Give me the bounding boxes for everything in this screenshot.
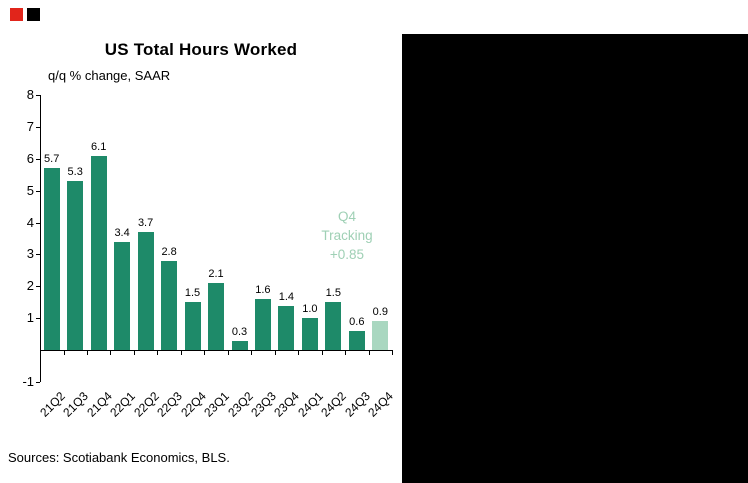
x-axis-line bbox=[40, 350, 392, 352]
bar-value-label: 0.9 bbox=[372, 306, 388, 319]
x-axis-tick bbox=[86, 350, 88, 356]
x-axis-tick bbox=[345, 350, 347, 356]
bar bbox=[184, 302, 201, 351]
y-axis-label: 6 bbox=[26, 150, 34, 166]
bar bbox=[278, 305, 295, 351]
y-axis-label: 5 bbox=[26, 182, 34, 198]
y-axis-label: 8 bbox=[26, 87, 34, 102]
bar bbox=[90, 155, 107, 351]
bar-value-label: 1.0 bbox=[302, 303, 318, 316]
bar-value-label: 2.1 bbox=[208, 268, 224, 281]
bar bbox=[114, 241, 131, 351]
x-axis-tick bbox=[274, 350, 276, 356]
bar-value-label: 0.6 bbox=[349, 316, 365, 328]
y-axis-tick bbox=[36, 158, 40, 160]
y-axis-label: 1 bbox=[26, 310, 34, 326]
y-axis-tick bbox=[36, 95, 40, 96]
bar-value-label: 6.1 bbox=[91, 140, 107, 153]
x-axis-tick bbox=[298, 350, 300, 356]
bar bbox=[231, 340, 248, 351]
bar-value-label: 1.5 bbox=[325, 287, 341, 300]
y-axis-label: 7 bbox=[26, 118, 34, 134]
chart-annotation: Q4 Tracking +0.85 bbox=[295, 207, 399, 264]
bar-value-label: 0.3 bbox=[231, 325, 248, 338]
x-axis-tick bbox=[204, 350, 206, 356]
bar bbox=[43, 168, 60, 351]
y-axis-tick bbox=[36, 254, 40, 256]
annotation-line: +0.85 bbox=[329, 247, 365, 262]
bar-value-label: 1.5 bbox=[184, 287, 201, 300]
bar-value-label: 1.6 bbox=[255, 284, 271, 297]
y-axis-label: 3 bbox=[26, 246, 34, 262]
bar bbox=[301, 318, 318, 351]
y-axis-spine bbox=[40, 95, 41, 382]
x-axis-tick bbox=[40, 350, 41, 356]
plot-area: 8 7 6 5 4 3 2 1 -1 5.7 21Q2 5.3 21Q3 6.1 21Q4 3.4 22Q1 3.… bbox=[22, 87, 396, 420]
bar-value-label: 3.4 bbox=[114, 226, 130, 239]
bar bbox=[137, 232, 154, 351]
sources-note: Sources: Scotiabank Economics, BLS. bbox=[8, 450, 230, 465]
y-axis-tick bbox=[36, 126, 40, 128]
x-axis-tick bbox=[133, 350, 135, 356]
logo-black-square bbox=[27, 8, 40, 21]
bar-value-label: 2.8 bbox=[161, 245, 177, 258]
y-axis-tick bbox=[36, 318, 40, 320]
x-axis-tick bbox=[180, 350, 182, 356]
y-axis-tick bbox=[36, 222, 40, 224]
x-axis-tick bbox=[157, 350, 159, 356]
bar-value-label: 5.7 bbox=[44, 153, 60, 166]
bar bbox=[67, 181, 84, 351]
annotation-line: Q4 bbox=[337, 209, 356, 224]
y-axis-label: 2 bbox=[26, 278, 34, 294]
y-axis-tick bbox=[36, 190, 40, 192]
y-axis-tick bbox=[36, 286, 40, 288]
x-axis-tick bbox=[63, 350, 65, 356]
bar bbox=[348, 331, 365, 351]
bar bbox=[161, 260, 178, 351]
bar bbox=[325, 302, 342, 351]
y-axis-label: -1 bbox=[22, 374, 34, 389]
right-black-panel bbox=[402, 34, 748, 483]
bar-value-label: 5.3 bbox=[67, 166, 83, 179]
x-axis-tick bbox=[227, 350, 229, 356]
bar-value-label: 3.7 bbox=[137, 217, 154, 230]
logo-red-square bbox=[10, 8, 23, 21]
y-axis-label: 4 bbox=[26, 214, 34, 230]
x-axis-tick bbox=[368, 350, 370, 356]
x-axis-tick bbox=[392, 350, 393, 356]
x-axis-tick bbox=[251, 350, 253, 356]
annotation-line: Tracking bbox=[321, 228, 373, 243]
bar bbox=[254, 299, 271, 351]
bar bbox=[208, 283, 224, 351]
x-axis-tick bbox=[321, 350, 323, 356]
x-axis-tick bbox=[110, 350, 112, 356]
y-axis-tick bbox=[36, 382, 40, 383]
chart-subtitle: q/q % change, SAAR bbox=[48, 68, 171, 83]
chart-title: US Total Hours Worked bbox=[104, 40, 298, 59]
bar bbox=[372, 321, 389, 351]
bar-value-label: 1.4 bbox=[278, 290, 295, 303]
